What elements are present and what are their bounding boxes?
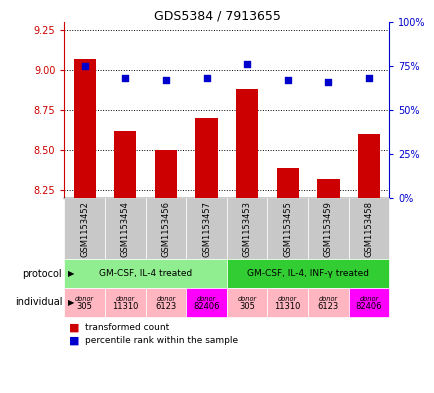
Text: donor: donor bbox=[115, 296, 135, 303]
Text: 11310: 11310 bbox=[274, 302, 300, 311]
Text: ▶: ▶ bbox=[68, 269, 74, 278]
Text: 6123: 6123 bbox=[317, 302, 338, 311]
Bar bbox=[114, 131, 136, 198]
Bar bbox=[236, 89, 258, 198]
Text: donor: donor bbox=[318, 296, 337, 303]
Point bbox=[243, 61, 250, 67]
Text: GSM1153456: GSM1153456 bbox=[161, 201, 170, 257]
Point bbox=[284, 77, 291, 83]
Bar bbox=[276, 168, 298, 198]
Bar bbox=[155, 150, 177, 198]
Text: 11310: 11310 bbox=[112, 302, 138, 311]
Text: donor: donor bbox=[75, 296, 94, 303]
Text: donor: donor bbox=[358, 296, 378, 303]
Point bbox=[81, 62, 88, 69]
Bar bbox=[316, 179, 339, 198]
Text: individual: individual bbox=[15, 298, 62, 307]
Bar bbox=[357, 134, 379, 198]
Text: ■: ■ bbox=[69, 323, 79, 333]
Point bbox=[162, 77, 169, 83]
Text: 305: 305 bbox=[76, 302, 92, 311]
Text: 305: 305 bbox=[239, 302, 254, 311]
Text: 82406: 82406 bbox=[193, 302, 219, 311]
Text: GSM1153459: GSM1153459 bbox=[323, 201, 332, 257]
Point bbox=[122, 75, 128, 81]
Text: transformed count: transformed count bbox=[85, 323, 169, 332]
Text: ■: ■ bbox=[69, 336, 79, 345]
Text: GDS5384 / 7913655: GDS5384 / 7913655 bbox=[154, 10, 280, 23]
Text: percentile rank within the sample: percentile rank within the sample bbox=[85, 336, 238, 345]
Text: GSM1153454: GSM1153454 bbox=[121, 201, 129, 257]
Text: donor: donor bbox=[197, 296, 216, 303]
Point bbox=[203, 75, 210, 81]
Text: GSM1153455: GSM1153455 bbox=[283, 201, 292, 257]
Text: 6123: 6123 bbox=[155, 302, 176, 311]
Text: GM-CSF, IL-4, INF-γ treated: GM-CSF, IL-4, INF-γ treated bbox=[247, 269, 368, 278]
Text: donor: donor bbox=[237, 296, 256, 303]
Text: ▶: ▶ bbox=[68, 298, 74, 307]
Text: GSM1153457: GSM1153457 bbox=[201, 201, 210, 257]
Text: GSM1153458: GSM1153458 bbox=[364, 201, 373, 257]
Bar bbox=[73, 59, 95, 198]
Text: donor: donor bbox=[277, 296, 297, 303]
Text: GM-CSF, IL-4 treated: GM-CSF, IL-4 treated bbox=[99, 269, 192, 278]
Point bbox=[324, 79, 331, 85]
Point bbox=[365, 75, 372, 81]
Text: 82406: 82406 bbox=[355, 302, 381, 311]
Bar bbox=[195, 118, 217, 198]
Text: donor: donor bbox=[156, 296, 175, 303]
Text: GSM1153453: GSM1153453 bbox=[242, 201, 251, 257]
Text: GSM1153452: GSM1153452 bbox=[80, 201, 89, 257]
Text: protocol: protocol bbox=[23, 268, 62, 279]
